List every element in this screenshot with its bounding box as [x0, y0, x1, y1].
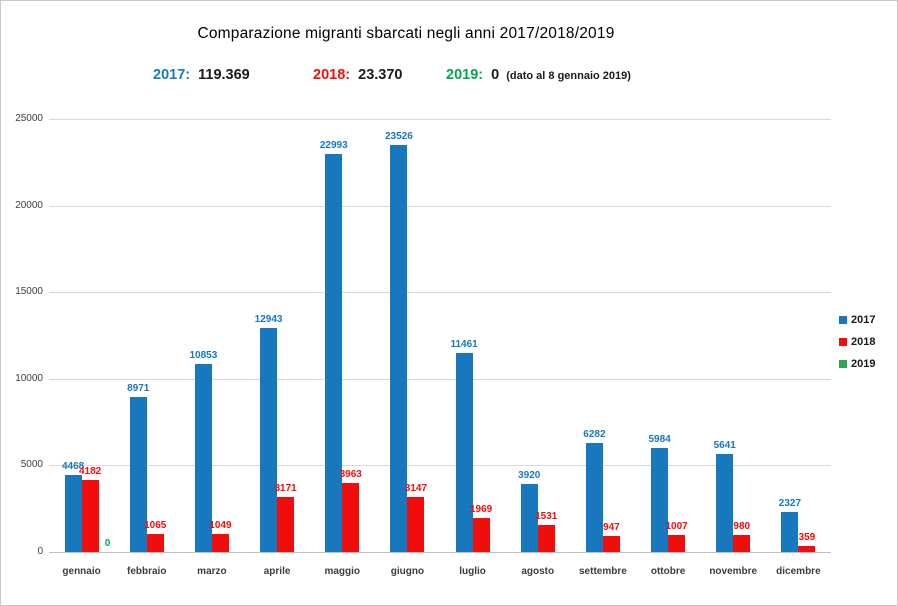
legend-swatch-2017	[839, 316, 847, 324]
bar-2018-ottobre	[668, 534, 686, 552]
bar-2018-dicembre	[798, 545, 816, 552]
summary-2019-label: 2019:	[446, 67, 484, 83]
summary-2018-label: 2018:	[313, 67, 351, 83]
summary-2019-note: (dato al 8 gennaio 2019)	[506, 70, 631, 82]
bar-label-2017-luglio: 11461	[450, 339, 478, 351]
bar-label-2017-aprile: 12943	[254, 313, 283, 325]
bar-2017-agosto	[520, 484, 538, 552]
bar-2017-aprile	[260, 327, 278, 552]
bar-2017-febbraio	[129, 396, 147, 552]
y-tick-label-5000: 5000	[20, 459, 43, 471]
bar-2018-gennaio	[81, 479, 99, 552]
x-tick-label-agosto: agosto	[521, 566, 555, 577]
bar-2018-marzo	[211, 533, 229, 552]
legend-entry-2017: 2017	[839, 309, 875, 331]
gridline-0	[49, 552, 831, 553]
x-tick-label-maggio: maggio	[324, 566, 361, 577]
summary-2018-value: 23.370	[358, 67, 403, 83]
legend-entry-2018: 2018	[839, 331, 875, 353]
x-tick-label-ottobre: ottobre	[650, 566, 686, 577]
summary-2017-value: 119.369	[198, 67, 250, 83]
bar-2018-febbraio	[146, 533, 164, 552]
summary-2017-label: 2017:	[153, 67, 191, 83]
y-tick-label-0: 0	[37, 546, 43, 557]
bar-2017-settembre	[585, 443, 603, 552]
x-tick-label-settembre: settembre	[579, 566, 627, 577]
x-tick-label-marzo: marzo	[197, 566, 227, 577]
bar-label-2018-febbraio: 1065	[144, 519, 167, 531]
y-tick-label-10000: 10000	[15, 372, 43, 384]
bar-label-2018-settembre: 947	[603, 521, 620, 533]
chart-title: Comparazione migranti sbarcati negli ann…	[197, 25, 615, 42]
summary-2019: 2019: 0 (dato al 8 gennaio 2019)	[446, 67, 631, 83]
gridline-15000	[49, 292, 831, 294]
bar-label-2018-novembre: 980	[733, 521, 751, 533]
legend-label-2019: 2019	[851, 358, 876, 370]
x-tick-label-gennaio: gennaio	[62, 566, 101, 577]
bar-label-2017-gennaio: 4468	[61, 460, 85, 472]
bar-label-2017-novembre: 5641	[713, 440, 736, 452]
bar-label-2017-giugno: 23526	[385, 130, 413, 142]
bar-label-2017-maggio: 22993	[319, 139, 348, 151]
bar-label-2017-marzo: 10853	[189, 350, 218, 362]
bar-label-2017-ottobre: 5984	[648, 434, 671, 446]
bar-2017-maggio	[325, 153, 343, 552]
bar-label-2018-luglio: 1969	[469, 503, 493, 515]
bar-2017-novembre	[716, 454, 734, 552]
x-tick-label-febbraio: febbraio	[127, 566, 167, 577]
bar-label-2018-gennaio: 4182	[78, 465, 102, 477]
bar-2017-luglio	[455, 353, 473, 552]
x-tick-label-aprile: aprile	[263, 566, 291, 577]
gridline-5000	[49, 465, 831, 467]
gridline-25000	[49, 119, 831, 120]
gridline-10000	[49, 378, 831, 380]
bar-2018-aprile	[277, 497, 295, 552]
legend-swatch-2018	[839, 338, 847, 346]
bar-label-2018-aprile: 3171	[274, 483, 297, 495]
legend: 2017 2018 2019	[839, 309, 875, 375]
bar-label-2017-dicembre: 2327	[778, 497, 802, 509]
x-tick-label-giugno: giugno	[390, 566, 425, 577]
summary-2017: 2017: 119.369	[153, 67, 250, 83]
summary-2019-value: 0	[491, 67, 500, 83]
bar-label-2019-gennaio: 0	[104, 538, 111, 549]
bar-label-2018-ottobre: 1007	[665, 520, 688, 532]
bar-label-2017-febbraio: 8971	[127, 382, 150, 394]
bar-2018-agosto	[537, 525, 555, 552]
bar-label-2018-giugno: 3147	[404, 483, 428, 495]
bar-2018-luglio	[472, 517, 490, 552]
bar-label-2017-settembre: 6282	[583, 429, 606, 441]
gridline-20000	[49, 205, 831, 207]
legend-label-2017: 2017	[851, 314, 876, 326]
legend-entry-2019: 2019	[839, 353, 875, 375]
bar-2018-giugno	[407, 497, 425, 552]
bar-label-2018-maggio: 3963	[339, 469, 362, 481]
bar-label-2017-agosto: 3920	[518, 470, 541, 482]
bar-2018-maggio	[342, 483, 360, 552]
y-tick-label-25000: 25000	[15, 113, 43, 124]
y-tick-label-20000: 20000	[15, 199, 43, 211]
bar-2018-settembre	[602, 535, 620, 552]
y-tick-label-15000: 15000	[15, 286, 43, 298]
bar-2017-dicembre	[781, 511, 799, 552]
legend-label-2018: 2018	[851, 336, 876, 348]
legend-swatch-2019	[839, 360, 847, 368]
bar-label-2018-marzo: 1049	[209, 519, 232, 531]
bar-2017-giugno	[390, 144, 408, 552]
bar-label-2018-dicembre: 359	[798, 531, 816, 543]
bar-2017-ottobre	[651, 448, 669, 552]
bar-2018-novembre	[733, 535, 751, 552]
x-tick-label-dicembre: dicembre	[776, 566, 821, 577]
summary-2018: 2018: 23.370	[313, 67, 402, 83]
bar-2017-marzo	[194, 364, 212, 552]
bar-2017-gennaio	[64, 474, 82, 552]
x-tick-label-luglio: luglio	[459, 566, 486, 577]
bar-label-2018-agosto: 1531	[535, 511, 558, 523]
x-tick-label-novembre: novembre	[709, 566, 758, 577]
